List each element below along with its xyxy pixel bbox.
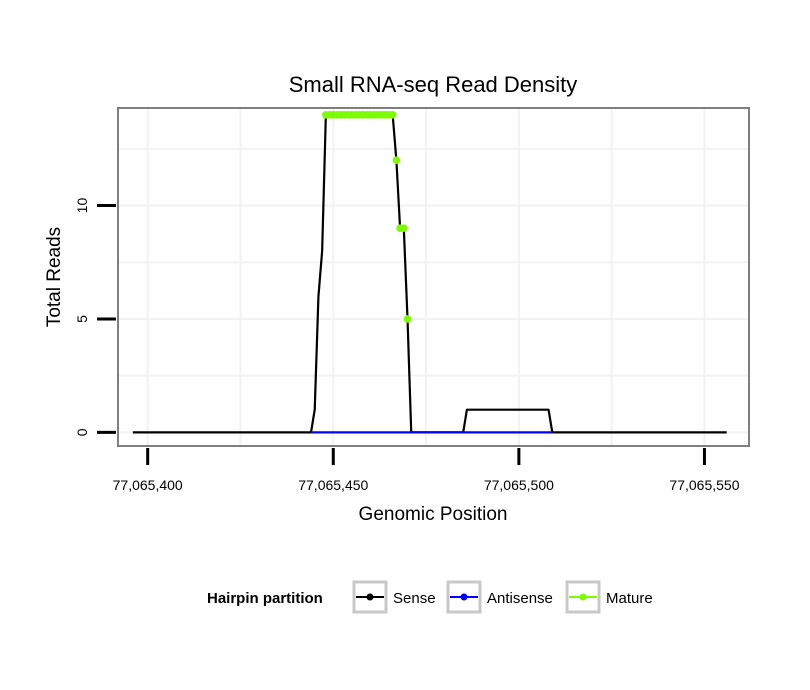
y-tick-label: 5 bbox=[74, 315, 90, 323]
mature-point bbox=[403, 315, 412, 323]
legend-point-antisense bbox=[460, 593, 468, 601]
y-axis: 0 5 10 bbox=[74, 198, 116, 436]
legend: Hairpin partition Sense Antisense Mature bbox=[207, 580, 653, 614]
grid-lines bbox=[118, 108, 749, 446]
plot-background bbox=[118, 108, 749, 446]
x-tick-label: 77,065,500 bbox=[484, 477, 554, 493]
legend-title: Hairpin partition bbox=[207, 590, 323, 607]
legend-label-mature: Mature bbox=[606, 590, 653, 607]
x-tick-label: 77,065,550 bbox=[669, 477, 739, 493]
x-tick-label: 77,065,400 bbox=[113, 477, 183, 493]
legend-label-antisense: Antisense bbox=[487, 590, 553, 607]
plot-border bbox=[117, 107, 750, 447]
legend-label-sense: Sense bbox=[393, 590, 436, 607]
series-layer bbox=[132, 111, 727, 434]
y-tick-label: 0 bbox=[74, 428, 90, 436]
mature-point bbox=[388, 111, 397, 119]
mature-point bbox=[392, 156, 401, 164]
x-tick-label: 77,065,450 bbox=[298, 477, 368, 493]
legend-point-mature bbox=[579, 593, 587, 601]
y-tick-label: 10 bbox=[74, 198, 90, 214]
legend-point-sense bbox=[366, 593, 374, 601]
x-axis: 77,065,400 77,065,450 77,065,500 77,065,550 bbox=[113, 448, 740, 493]
x-axis-label: Genomic Position bbox=[359, 504, 508, 525]
y-axis-label: Total Reads bbox=[44, 227, 65, 327]
chart-title: Small RNA-seq Read Density bbox=[289, 72, 578, 97]
mature-point bbox=[400, 224, 408, 233]
